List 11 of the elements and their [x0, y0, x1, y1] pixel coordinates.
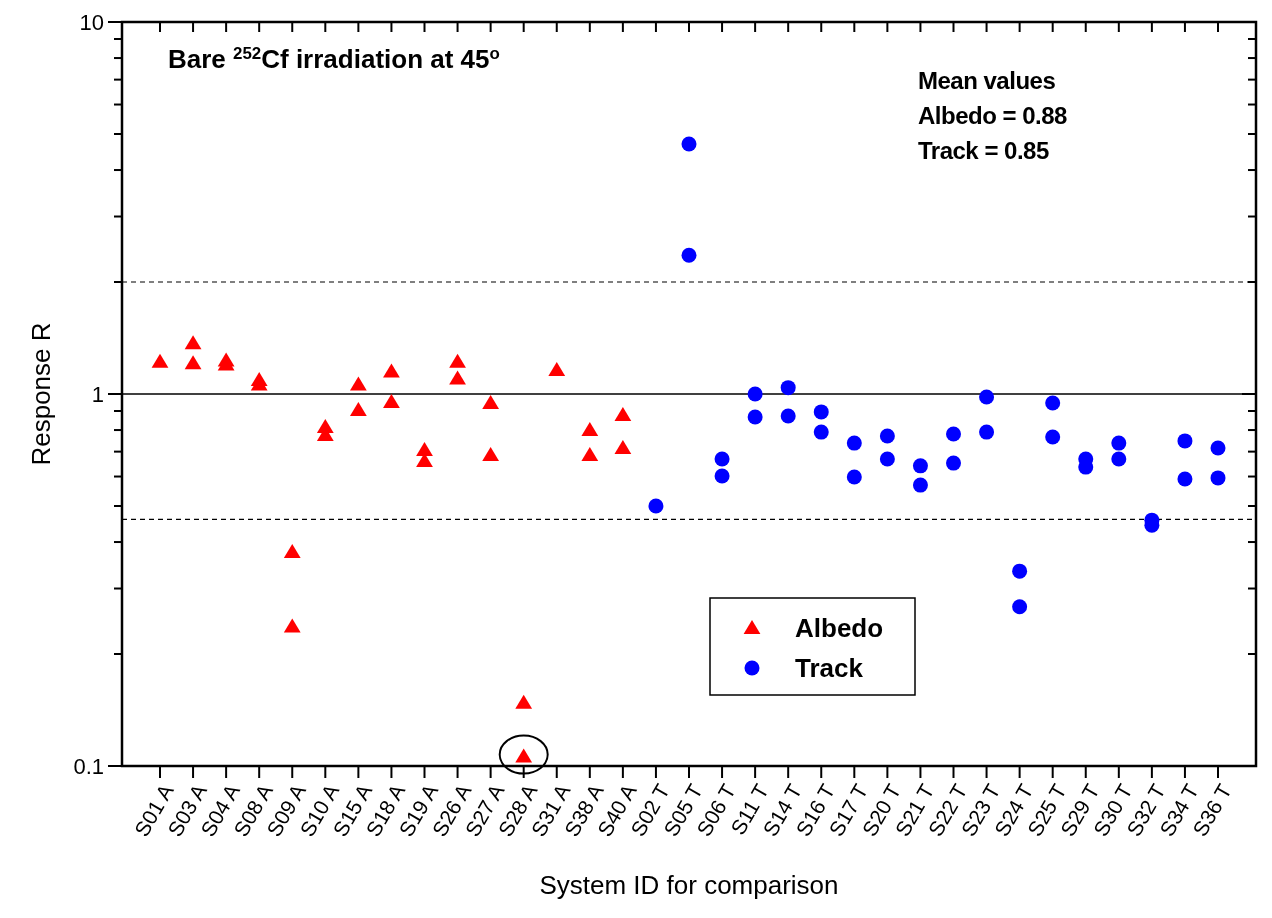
- y-tick-label: 10: [79, 9, 104, 35]
- annotation: Mean values: [918, 67, 1056, 94]
- y-tick-label: 1: [91, 381, 104, 407]
- annotation: Albedo = 0.88: [918, 102, 1068, 129]
- y-tick-label: 0.1: [73, 753, 104, 779]
- legend-label: Albedo: [795, 613, 884, 644]
- y-axis-title: Response R: [26, 322, 56, 466]
- text: Bare $^{252}$Cf irradiation at 45$^{o}$: [168, 43, 500, 74]
- x-axis-title: System ID for comparison: [539, 870, 839, 900]
- annotation: Track = 0.85: [918, 137, 1049, 164]
- legend-label: Track: [795, 653, 864, 684]
